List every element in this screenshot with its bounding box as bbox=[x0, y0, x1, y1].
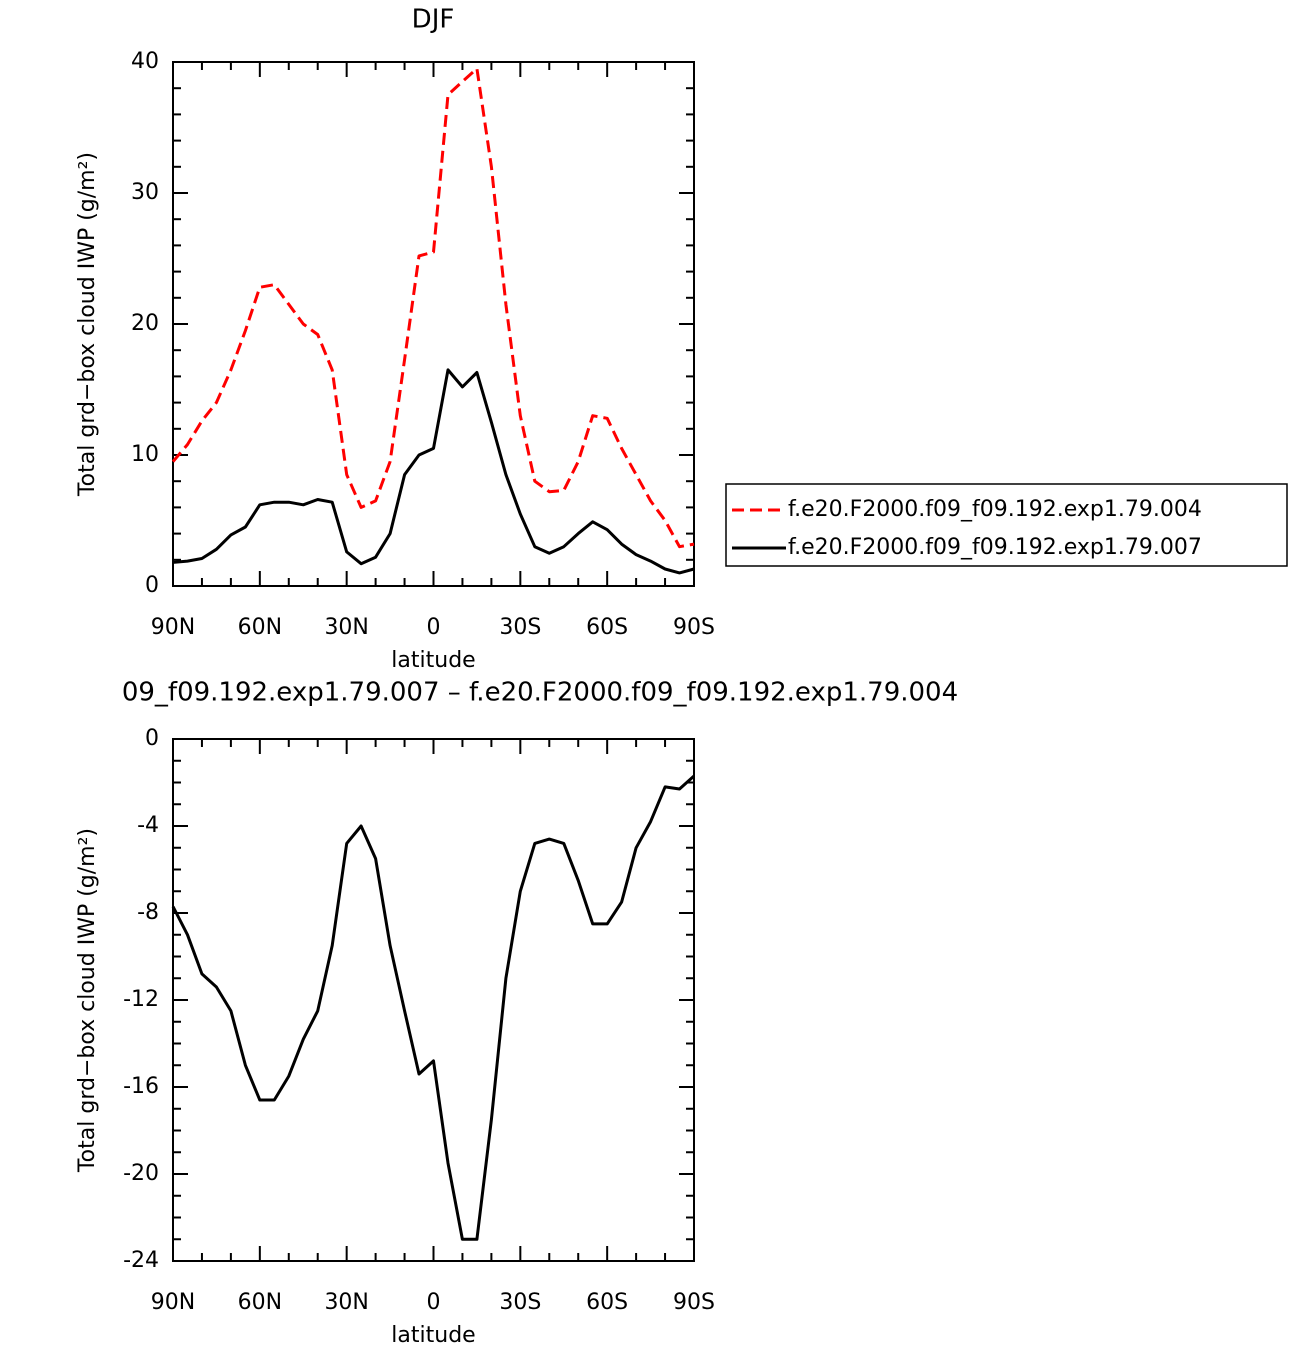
x-tick-label: 30N bbox=[324, 1290, 368, 1315]
legend-label: f.e20.F2000.f09_f09.192.exp1.79.004 bbox=[788, 497, 1202, 522]
x-tick-label: 60S bbox=[586, 1290, 628, 1315]
x-axis-label: latitude bbox=[391, 648, 475, 673]
x-tick-label: 30S bbox=[499, 615, 541, 640]
y-tick-label: 30 bbox=[131, 180, 159, 205]
line-series bbox=[171, 774, 696, 1241]
y-tick-label: -24 bbox=[123, 1248, 159, 1273]
y-tick-label: -16 bbox=[123, 1074, 159, 1099]
y-tick-label: 40 bbox=[131, 49, 159, 74]
x-tick-label: 90N bbox=[151, 615, 195, 640]
y-axis-label: Total grd−box cloud IWP (g/m²) bbox=[75, 152, 100, 497]
plot-frame bbox=[172, 738, 695, 1262]
y-tick-label: 0 bbox=[145, 573, 159, 598]
y-tick-label: -20 bbox=[123, 1161, 159, 1186]
x-tick-label: 90N bbox=[151, 1290, 195, 1315]
x-axis-label: latitude bbox=[391, 1323, 475, 1348]
plot-frame bbox=[172, 61, 695, 587]
x-tick-label: 60N bbox=[238, 1290, 282, 1315]
y-tick-label: -4 bbox=[137, 813, 159, 838]
x-tick-label: 60S bbox=[586, 615, 628, 640]
y-tick-label: 20 bbox=[131, 311, 159, 336]
chart-title: 09_f09.192.exp1.79.007 – f.e20.F2000.f09… bbox=[122, 678, 958, 708]
y-tick-label: -12 bbox=[123, 987, 159, 1012]
chart-title: DJF bbox=[412, 5, 455, 35]
x-tick-label: 30N bbox=[324, 615, 368, 640]
y-axis-label: Total grd−box cloud IWP (g/m²) bbox=[75, 828, 100, 1173]
x-tick-label: 0 bbox=[427, 615, 441, 640]
legend-box bbox=[725, 483, 1288, 567]
x-tick-label: 30S bbox=[499, 1290, 541, 1315]
x-tick-label: 0 bbox=[427, 1290, 441, 1315]
x-tick-label: 60N bbox=[238, 615, 282, 640]
y-tick-label: -8 bbox=[137, 900, 159, 925]
x-tick-label: 90S bbox=[673, 615, 715, 640]
legend-label: f.e20.F2000.f09_f09.192.exp1.79.007 bbox=[788, 535, 1202, 560]
line-series bbox=[171, 67, 695, 549]
y-tick-label: 0 bbox=[145, 726, 159, 751]
y-tick-label: 10 bbox=[131, 442, 159, 467]
x-tick-label: 90S bbox=[673, 1290, 715, 1315]
line-series bbox=[172, 368, 695, 575]
